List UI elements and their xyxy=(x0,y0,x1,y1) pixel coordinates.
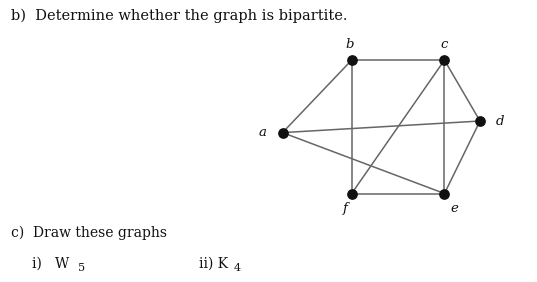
Text: 5: 5 xyxy=(78,263,85,273)
Point xyxy=(440,191,449,196)
Text: c: c xyxy=(441,38,448,51)
Text: c)  Draw these graphs: c) Draw these graphs xyxy=(11,226,167,240)
Point xyxy=(278,130,287,135)
Text: b: b xyxy=(345,38,354,51)
Text: e: e xyxy=(451,202,458,215)
Point xyxy=(347,58,356,62)
Text: ii) K: ii) K xyxy=(199,257,228,271)
Text: d: d xyxy=(496,114,504,127)
Point xyxy=(347,191,356,196)
Text: a: a xyxy=(259,126,267,139)
Text: f: f xyxy=(343,202,348,215)
Text: i)   W: i) W xyxy=(32,257,69,271)
Point xyxy=(440,58,449,62)
Text: b)  Determine whether the graph is bipartite.: b) Determine whether the graph is bipart… xyxy=(11,8,347,23)
Text: 4: 4 xyxy=(234,263,241,273)
Point xyxy=(476,119,484,123)
